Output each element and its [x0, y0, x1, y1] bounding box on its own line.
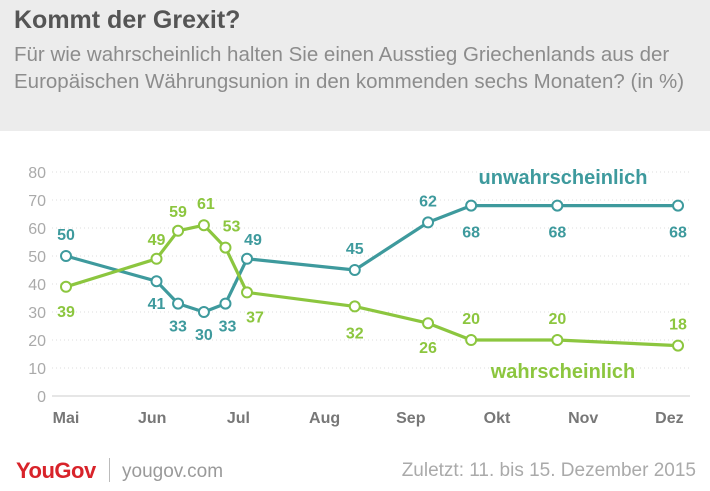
data-point — [197, 219, 210, 232]
data-point — [348, 264, 361, 276]
data-label: 18 — [669, 317, 687, 334]
data-point — [348, 300, 361, 313]
data-label: 30 — [195, 327, 213, 344]
data-point — [241, 286, 254, 299]
data-point — [150, 275, 163, 288]
data-label: 45 — [346, 241, 364, 258]
data-label: 49 — [148, 232, 166, 249]
data-point — [60, 280, 72, 293]
x-tick-label: Sep — [396, 410, 426, 427]
data-point — [672, 339, 685, 352]
data-label: 20 — [548, 311, 566, 328]
series-label-wahrscheinlich: wahrscheinlich — [490, 361, 636, 383]
data-label: 33 — [219, 319, 237, 336]
data-label: 33 — [169, 319, 187, 336]
x-tick-label: Okt — [484, 410, 511, 427]
data-label: 41 — [148, 296, 166, 313]
data-label: 61 — [197, 196, 215, 213]
data-point — [465, 199, 478, 212]
line-chart: 0 10 20 30 40 50 60 70 80 Mai Jun Jul Aug Sep Okt Nov D… — [28, 165, 690, 427]
chart-subtitle: Für wie wahrscheinlich halten Sie einen … — [14, 43, 685, 93]
data-point — [60, 250, 72, 262]
data-point — [172, 224, 185, 237]
yougov-logo: YouGov — [16, 458, 96, 483]
chart-footer: YouGov yougov.com Zuletzt: 11. bis 15. D… — [0, 452, 710, 491]
y-tick-label: 80 — [28, 165, 46, 182]
y-tick-label: 50 — [28, 249, 46, 266]
y-tick-label: 0 — [37, 389, 46, 406]
survey-dates: Zuletzt: 11. bis 15. Dezember 2015 — [401, 460, 696, 481]
series-points — [60, 199, 685, 352]
data-point — [672, 199, 685, 212]
data-point — [241, 252, 254, 265]
x-axis-ticks: Mai Jun Jul Aug Sep Okt Nov Dez — [53, 410, 684, 427]
y-tick-label: 70 — [28, 193, 46, 210]
data-label: 59 — [169, 204, 187, 221]
data-label: 26 — [419, 340, 437, 357]
data-label: 68 — [548, 225, 566, 242]
data-label: 53 — [223, 219, 241, 236]
data-point — [150, 252, 163, 265]
x-tick-label: Dez — [655, 410, 683, 427]
data-point — [551, 334, 564, 346]
y-tick-label: 20 — [28, 333, 46, 350]
x-tick-label: Jun — [138, 410, 166, 427]
data-label: 37 — [246, 309, 264, 326]
y-tick-label: 10 — [28, 361, 46, 378]
y-tick-label: 30 — [28, 305, 46, 322]
data-point — [422, 317, 435, 330]
data-point — [172, 297, 185, 310]
data-label: 62 — [419, 193, 437, 210]
data-point — [197, 306, 210, 318]
data-point — [219, 241, 232, 254]
grid — [52, 171, 690, 397]
data-point — [551, 199, 564, 212]
x-tick-label: Nov — [568, 410, 598, 427]
data-label: 50 — [57, 227, 75, 244]
data-label: 68 — [462, 225, 480, 242]
site-url: yougov.com — [122, 461, 224, 482]
data-point — [219, 297, 232, 310]
data-label: 49 — [244, 232, 262, 249]
data-point — [422, 216, 435, 229]
data-label: 68 — [669, 225, 687, 242]
data-point — [465, 334, 478, 346]
x-tick-label: Jul — [227, 410, 250, 427]
chart-title: Kommt der Grexit? — [14, 6, 241, 34]
x-tick-label: Aug — [309, 410, 340, 427]
data-label: 39 — [57, 304, 75, 321]
series-legend: unwahrscheinlich wahrscheinlich — [479, 167, 648, 383]
data-label: 20 — [462, 311, 480, 328]
y-tick-label: 40 — [28, 277, 46, 294]
x-tick-label: Mai — [53, 410, 80, 427]
y-tick-label: 60 — [28, 221, 46, 238]
series-label-unwahrscheinlich: unwahrscheinlich — [479, 167, 648, 189]
footer-divider — [109, 458, 110, 482]
chart-header: Kommt der Grexit? Für wie wahrscheinlich… — [0, 0, 710, 131]
data-label: 32 — [346, 325, 364, 342]
y-axis-ticks: 0 10 20 30 40 50 60 70 80 — [28, 165, 46, 406]
